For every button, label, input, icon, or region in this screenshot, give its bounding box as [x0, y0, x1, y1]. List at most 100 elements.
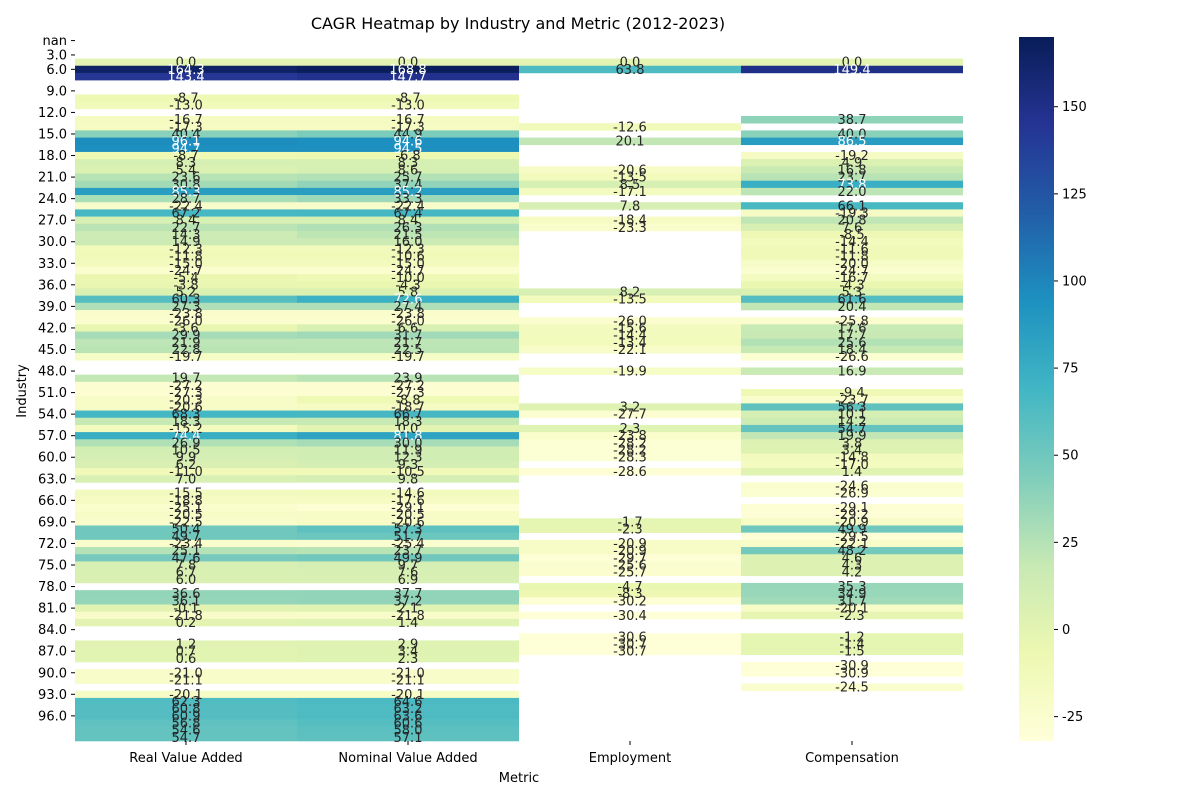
cell-value-label: -24.5: [835, 681, 869, 696]
cell-value-label: 50.4: [172, 523, 201, 538]
heatmap-cell: [75, 252, 297, 260]
heatmap-cell: [75, 460, 297, 469]
cell-value-label: -17.0: [835, 458, 869, 473]
heatmap-cell: [75, 561, 297, 569]
cell-value-label: -22.1: [613, 343, 647, 358]
y-tick-label: 84.0: [38, 623, 67, 638]
y-tick-label: 66.0: [38, 494, 67, 509]
cell-value-label: 18.3: [172, 415, 201, 430]
heatmap-cell: [519, 640, 741, 648]
cell-value-label: 8.4: [398, 214, 419, 229]
cell-value-label: 3.4: [398, 645, 419, 660]
cell-value-label: -21.0: [169, 666, 203, 681]
heatmap-cell: [75, 94, 297, 102]
heatmap-cell: [75, 281, 297, 289]
heatmap-cell: [741, 396, 963, 404]
heatmap-cell: [297, 187, 519, 196]
cell-value-label: -21.1: [391, 673, 425, 688]
y-tick-label: 60.0: [38, 451, 67, 466]
cell-value-label: -14.8: [835, 451, 869, 466]
cell-value-label: -2.3: [617, 523, 642, 538]
heatmap-cell: [75, 173, 297, 181]
heatmap-cell: [75, 511, 297, 519]
colorbar-tick-label: -25: [1062, 710, 1083, 725]
heatmap-cell: [741, 353, 963, 361]
cell-value-label: 60.3: [172, 293, 201, 308]
y-tick-label: 87.0: [38, 645, 67, 660]
heatmap-cell: [297, 432, 519, 440]
cell-value-label: 66.7: [394, 408, 423, 423]
cell-value-label: -1.2: [839, 630, 864, 645]
cell-value-label: 0.0: [620, 56, 641, 71]
heatmap-cell: [741, 661, 963, 670]
heatmap-cell: [519, 58, 741, 67]
heatmap-cell: [297, 317, 519, 325]
cell-value-label: 60.9: [172, 709, 201, 724]
cell-value-label: 68.3: [172, 408, 201, 423]
cell-value-label: -27.2: [391, 379, 425, 394]
heatmap-cell: [297, 123, 519, 131]
cell-value-label: 57.3: [394, 523, 423, 538]
cell-value-label: -16.7: [835, 271, 869, 286]
cell-value-label: -28.3: [613, 451, 647, 466]
cell-value-label: -19.7: [391, 350, 425, 365]
heatmap-cell: [297, 410, 519, 419]
cell-value-label: 168.8: [389, 63, 426, 78]
cell-value-label: -13.5: [613, 293, 647, 308]
cell-value-label: -20.9: [613, 544, 647, 559]
cell-value-label: 56.3: [838, 400, 867, 415]
cell-value-label: 49.9: [838, 523, 867, 538]
heatmap-cell: [297, 396, 519, 404]
heatmap-cell: [741, 295, 963, 304]
cell-value-label: -11.0: [169, 465, 203, 480]
cell-value-label: 8.5: [620, 178, 641, 193]
cell-value-label: -17.3: [391, 120, 425, 135]
heatmap-cell: [297, 439, 519, 447]
heatmap-cell: [519, 633, 741, 641]
cell-value-label: 18.4: [838, 343, 867, 358]
cell-value-label: 4.3: [842, 559, 863, 574]
cell-value-label: -24.7: [169, 264, 203, 279]
heatmap-cell: [741, 223, 963, 232]
cell-value-label: 66.1: [838, 199, 867, 214]
heatmap-cell: [75, 669, 297, 677]
heatmap-cell: [75, 654, 297, 663]
heatmap-cell: [75, 705, 297, 713]
heatmap-cell: [297, 719, 519, 727]
heatmap-cell: [75, 116, 297, 124]
heatmap-cell: [297, 116, 519, 124]
cell-value-label: 9.7: [398, 559, 419, 574]
cell-value-label: 1.4: [842, 465, 863, 480]
heatmap-cell: [75, 123, 297, 131]
cell-value-label: -17.1: [613, 185, 647, 200]
heatmap-cell: [741, 281, 963, 289]
heatmap-cell: [741, 187, 963, 196]
heatmap-cell: [519, 403, 741, 411]
cell-value-label: 23.6: [172, 171, 201, 186]
cell-value-label: -27.3: [391, 386, 425, 401]
heatmap-cell: [297, 647, 519, 656]
heatmap-cell: [741, 554, 963, 562]
cell-value-label: 37.7: [394, 587, 423, 602]
heatmap-cell: [75, 159, 297, 167]
heatmap-cell: [297, 166, 519, 174]
cell-value-label: -15.6: [613, 321, 647, 336]
heatmap-cell: [519, 525, 741, 533]
heatmap-cell: [75, 130, 297, 138]
heatmap-cell: [75, 726, 297, 735]
y-tick-label: 57.0: [38, 429, 67, 444]
cell-value-label: -16.7: [391, 113, 425, 128]
heatmap-cell: [297, 403, 519, 411]
heatmap-cell: [741, 324, 963, 332]
cell-value-label: -24.7: [835, 264, 869, 279]
heatmap-cell: [741, 489, 963, 498]
cell-value-label: -22.1: [835, 537, 869, 552]
cell-value-label: 34.9: [838, 587, 867, 602]
heatmap-cell: [75, 468, 297, 476]
cell-value-label: 14.9: [172, 235, 201, 250]
heatmap-cell: [75, 575, 297, 584]
cell-value-label: -3.6: [173, 321, 198, 336]
cell-value-label: 1.2: [176, 638, 197, 653]
cell-value-label: -16.7: [169, 113, 203, 128]
cell-value-label: 147.7: [389, 70, 426, 85]
